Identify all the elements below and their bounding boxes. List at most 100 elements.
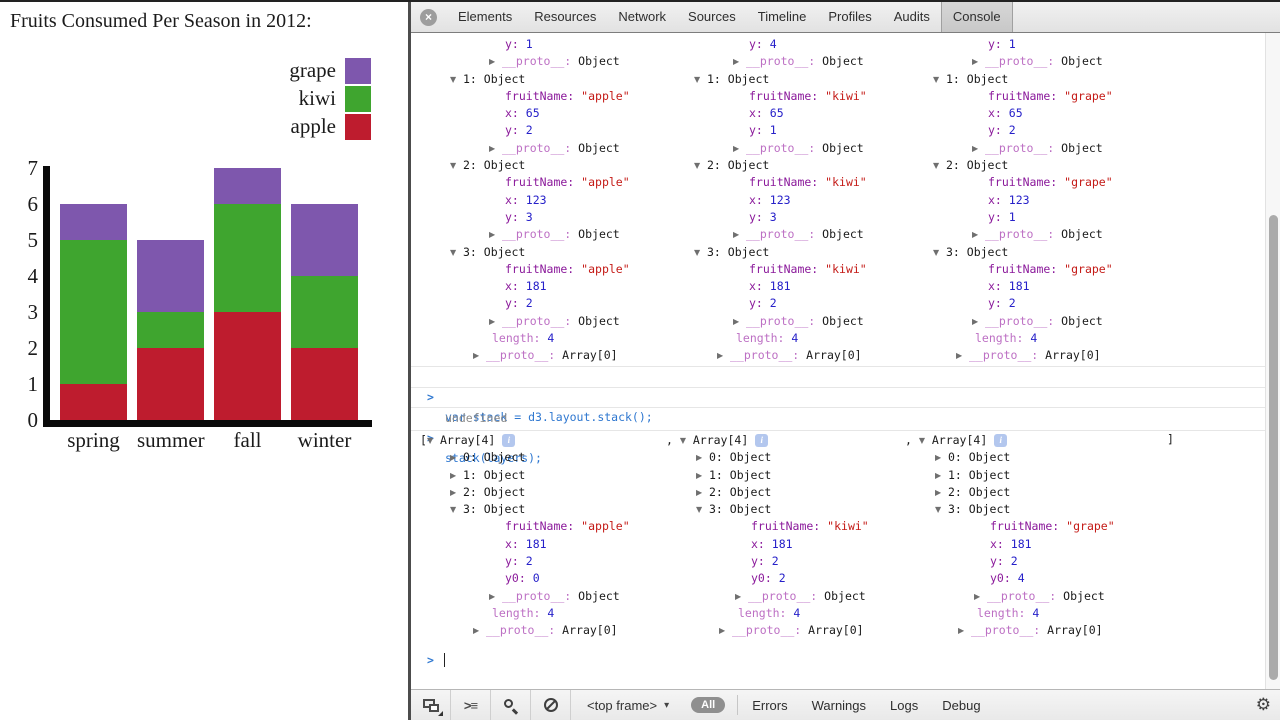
console-tree-line: y: 2: [505, 296, 533, 311]
collapsed-arrow-icon[interactable]: ▶: [719, 626, 726, 636]
console-tree-line: ▶ __proto__: Object: [666, 588, 869, 605]
expand-arrow-icon[interactable]: ▼: [933, 74, 940, 84]
tab-profiles[interactable]: Profiles: [828, 9, 872, 24]
filter-errors[interactable]: Errors: [752, 697, 788, 713]
clear-console-button[interactable]: [531, 690, 571, 720]
console-tree-line: ▼ 3: Object: [905, 501, 1115, 518]
collapsed-arrow-icon[interactable]: ▶: [450, 487, 457, 497]
collapsed-arrow-icon[interactable]: ▶: [696, 453, 703, 463]
dock-button[interactable]: [411, 690, 451, 720]
console-drawer-button[interactable]: >≡: [451, 690, 491, 720]
text-cursor: [444, 653, 445, 667]
info-icon[interactable]: i: [755, 434, 769, 447]
collapsed-arrow-icon[interactable]: ▶: [972, 316, 979, 326]
y-tick-label: 3: [27, 300, 39, 324]
console-tree-line: x: 181: [990, 536, 1032, 551]
collapsed-arrow-icon[interactable]: ▶: [958, 626, 965, 636]
x-category-label: fall: [233, 428, 262, 452]
info-icon[interactable]: i: [502, 434, 516, 447]
console-tree-line: fruitName: "apple": [505, 175, 630, 190]
expand-arrow-icon[interactable]: ▼: [933, 247, 940, 257]
collapsed-arrow-icon[interactable]: ▶: [974, 591, 981, 601]
collapsed-arrow-icon[interactable]: ▶: [733, 57, 740, 67]
expand-arrow-icon[interactable]: ▼: [694, 74, 701, 84]
frame-selector[interactable]: <top frame> ▾: [571, 698, 685, 713]
collapsed-arrow-icon[interactable]: ▶: [733, 316, 740, 326]
console-array-column-apple: y: 1 ▶ __proto__: Object ▼ 1: Object fruitNam…: [420, 36, 630, 365]
expand-arrow-icon[interactable]: ▼: [450, 161, 457, 171]
collapsed-arrow-icon[interactable]: ▶: [450, 470, 457, 480]
page-title: Fruits Consumed Per Season in 2012:: [10, 10, 312, 32]
bar-segment-apple: [291, 348, 358, 420]
x-axis: [43, 420, 372, 427]
collapsed-arrow-icon[interactable]: ▶: [956, 351, 963, 361]
collapsed-arrow-icon[interactable]: ▶: [972, 143, 979, 153]
collapsed-arrow-icon[interactable]: ▶: [696, 487, 703, 497]
collapsed-arrow-icon[interactable]: ▶: [935, 453, 942, 463]
console-input[interactable]: >: [411, 650, 1280, 670]
scrollbar-thumb[interactable]: [1269, 215, 1278, 680]
expand-arrow-icon[interactable]: ▼: [694, 247, 701, 257]
console-tree-line: ▼ 3: Object: [420, 244, 630, 261]
console-tree-line: ▼ 3: Object: [666, 501, 869, 518]
collapsed-arrow-icon[interactable]: ▶: [489, 591, 496, 601]
tab-elements[interactable]: Elements: [458, 9, 513, 24]
tab-timeline[interactable]: Timeline: [757, 9, 807, 24]
collapsed-arrow-icon[interactable]: ▶: [972, 57, 979, 67]
expand-arrow-icon[interactable]: ▼: [694, 161, 701, 171]
collapsed-arrow-icon[interactable]: ▶: [696, 470, 703, 480]
filter-logs[interactable]: Logs: [890, 697, 919, 713]
expand-arrow-icon[interactable]: ▼: [918, 436, 926, 445]
filter-debug[interactable]: Debug: [942, 697, 981, 713]
tab-audits[interactable]: Audits: [893, 9, 930, 24]
filter-warnings[interactable]: Warnings: [811, 697, 867, 713]
legend-item: kiwi: [289, 85, 371, 112]
console-tree-line: ▼ 2: Object: [664, 157, 867, 174]
y-axis: [43, 166, 50, 427]
close-icon[interactable]: ×: [420, 8, 437, 26]
expand-arrow-icon[interactable]: ▼: [450, 74, 457, 84]
console-tree-line: length: 4: [492, 331, 555, 346]
collapsed-arrow-icon[interactable]: ▶: [473, 351, 480, 361]
console-tree-line: , ▼ Array[4] i: [905, 432, 1115, 449]
console-tree-line: ▼ 2: Object: [903, 157, 1113, 174]
devtools-divider[interactable]: [408, 0, 411, 720]
collapsed-arrow-icon[interactable]: ▶: [717, 351, 724, 361]
expand-arrow-icon[interactable]: ▼: [696, 505, 703, 515]
expand-arrow-icon[interactable]: ▼: [450, 505, 457, 515]
collapsed-arrow-icon[interactable]: ▶: [450, 453, 457, 463]
expand-arrow-icon[interactable]: ▼: [933, 161, 940, 171]
console-tree-line: ▶ __proto__: Object: [664, 53, 867, 70]
collapsed-arrow-icon[interactable]: ▶: [489, 57, 496, 67]
y-tick-label: 6: [27, 192, 39, 216]
collapsed-arrow-icon[interactable]: ▶: [473, 626, 480, 636]
expand-arrow-icon[interactable]: ▼: [426, 436, 434, 445]
collapsed-arrow-icon[interactable]: ▶: [733, 143, 740, 153]
tab-sources[interactable]: Sources: [688, 9, 736, 24]
collapsed-arrow-icon[interactable]: ▶: [972, 230, 979, 240]
console-tree-line: x: 65: [749, 106, 784, 121]
console-tree-line: length: 4: [736, 331, 799, 346]
tab-network[interactable]: Network: [618, 9, 667, 24]
tab-resources[interactable]: Resources: [534, 9, 597, 24]
console-tree-line: ▶ 2: Object: [905, 484, 1115, 501]
expand-arrow-icon[interactable]: ▼: [450, 247, 457, 257]
tab-console[interactable]: Console: [940, 2, 1013, 32]
collapsed-arrow-icon[interactable]: ▶: [489, 230, 496, 240]
collapsed-arrow-icon[interactable]: ▶: [489, 316, 496, 326]
scrollbar-track[interactable]: [1265, 33, 1280, 689]
legend-item: apple: [289, 113, 371, 140]
info-icon[interactable]: i: [994, 434, 1008, 447]
expand-arrow-icon[interactable]: ▼: [679, 436, 687, 445]
collapsed-arrow-icon[interactable]: ▶: [935, 470, 942, 480]
console-command-entry: > var stack = d3.layout.stack();: [411, 366, 1280, 424]
gear-icon[interactable]: ⚙: [1255, 695, 1271, 715]
collapsed-arrow-icon[interactable]: ▶: [733, 230, 740, 240]
collapsed-arrow-icon[interactable]: ▶: [735, 591, 742, 601]
filter-all-pill[interactable]: All: [691, 697, 726, 713]
expand-arrow-icon[interactable]: ▼: [935, 505, 942, 515]
collapsed-arrow-icon[interactable]: ▶: [489, 143, 496, 153]
search-button[interactable]: [491, 690, 531, 720]
console-pane: y: 1 ▶ __proto__: Object ▼ 1: Object fruitNam…: [411, 33, 1280, 689]
collapsed-arrow-icon[interactable]: ▶: [935, 487, 942, 497]
